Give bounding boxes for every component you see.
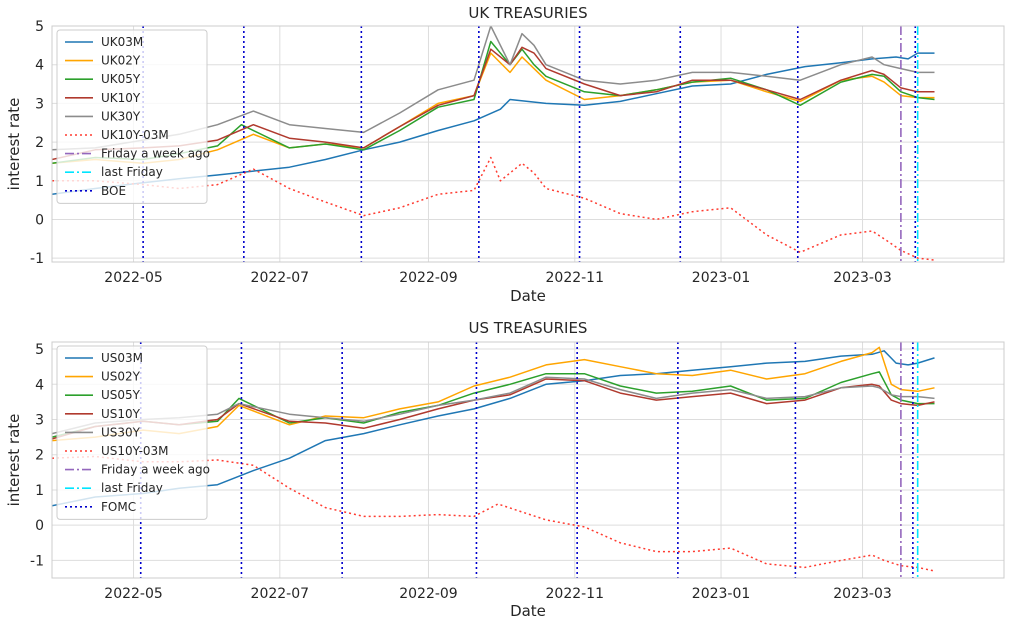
- legend-label: US03M: [101, 351, 143, 365]
- y-tick-label: 1: [35, 174, 44, 190]
- legend-label: last Friday: [101, 481, 163, 495]
- x-tick-label: 2023-03: [833, 270, 892, 286]
- x-tick-label: 2022-07: [251, 270, 310, 286]
- chart-panel-1: -1 0 1 2 3 4 5 2022-05 2022-07 2022-09 2022-11 2023…: [5, 319, 1005, 620]
- x-tick-label: 2022-09: [399, 270, 458, 286]
- legend-label: Friday a week ago: [101, 463, 210, 477]
- y-axis-label: interest rate: [5, 98, 23, 191]
- y-tick-label: 0: [35, 212, 44, 228]
- plot-content: [52, 26, 935, 262]
- y-tick-label: 5: [35, 19, 44, 35]
- legend-label: US10Y: [101, 407, 141, 421]
- x-tick-label: 2023-03: [833, 586, 892, 602]
- x-axis-label: Date: [510, 287, 546, 305]
- y-tick-label: 5: [35, 342, 44, 358]
- legend: US03M US02Y US05Y US10Y US30Y US10Y-03M Friday…: [56, 345, 210, 520]
- legend-label: UK10Y: [101, 91, 141, 105]
- x-tick-label: 2023-01: [692, 270, 751, 286]
- series-line-uk02y: [52, 52, 935, 165]
- chart-panel-0: -1 0 1 2 3 4 5 2022-05 2022-07 2022-09 2022-11 2023…: [5, 4, 1005, 305]
- chart-title: US TREASURIES: [469, 319, 588, 337]
- x-tick-label: 2022-07: [251, 586, 310, 602]
- x-tick-label: 2022-05: [104, 586, 163, 602]
- legend-label: BOE: [101, 184, 126, 198]
- legend-label: US05Y: [101, 388, 141, 402]
- plot-content: [52, 342, 935, 578]
- x-axis-label: Date: [510, 602, 546, 620]
- legend-box: [56, 29, 208, 204]
- series-line-uk10y: [52, 46, 935, 161]
- y-tick-label: -1: [30, 553, 44, 569]
- x-tick-label: 2023-01: [692, 586, 751, 602]
- y-tick-label: 2: [35, 135, 44, 151]
- legend-label: US30Y: [101, 425, 141, 439]
- series-line-uk30y: [52, 26, 935, 151]
- legend-label: last Friday: [101, 165, 163, 179]
- series-line-us02y: [52, 346, 935, 442]
- legend-box: [56, 345, 208, 520]
- legend-label: UK05Y: [101, 72, 141, 86]
- plot-frame: [51, 341, 1005, 579]
- legend-label: UK03M: [101, 35, 143, 49]
- legend-label: Friday a week ago: [101, 147, 210, 161]
- plot-frame: [51, 25, 1005, 263]
- y-tick-label: -1: [30, 251, 44, 267]
- series-line-uk10y-03m: [52, 156, 935, 261]
- y-tick-label: 3: [35, 412, 44, 428]
- y-tick-label: 4: [35, 58, 44, 74]
- legend-label: UK10Y-03M: [101, 128, 169, 142]
- x-tick-label: 2022-05: [104, 270, 163, 286]
- legend-label: UK02Y: [101, 54, 141, 68]
- y-tick-label: 1: [35, 483, 44, 499]
- x-tick-label: 2022-09: [399, 586, 458, 602]
- plot-area: [52, 26, 1004, 262]
- series-line-us05y: [52, 371, 935, 438]
- y-tick-label: 4: [35, 377, 44, 393]
- x-tick-label: 2022-11: [546, 270, 605, 286]
- series-line-us10y: [52, 378, 935, 440]
- series-line-us03m: [52, 350, 935, 507]
- chart-title: UK TREASURIES: [468, 4, 587, 22]
- legend-label: UK30Y: [101, 109, 141, 123]
- legend-label: US10Y-03M: [101, 444, 169, 458]
- y-tick-label: 2: [35, 448, 44, 464]
- series-line-us30y: [52, 376, 935, 435]
- y-tick-label: 0: [35, 518, 44, 534]
- y-axis-label: interest rate: [5, 414, 23, 507]
- legend-label: US02Y: [101, 370, 141, 384]
- series-line-uk05y: [52, 40, 935, 165]
- x-tick-label: 2022-11: [546, 586, 605, 602]
- legend: UK03M UK02Y UK05Y UK10Y UK30Y UK10Y-03M Friday…: [56, 29, 210, 204]
- legend-label: FOMC: [101, 500, 136, 514]
- y-tick-label: 3: [35, 96, 44, 112]
